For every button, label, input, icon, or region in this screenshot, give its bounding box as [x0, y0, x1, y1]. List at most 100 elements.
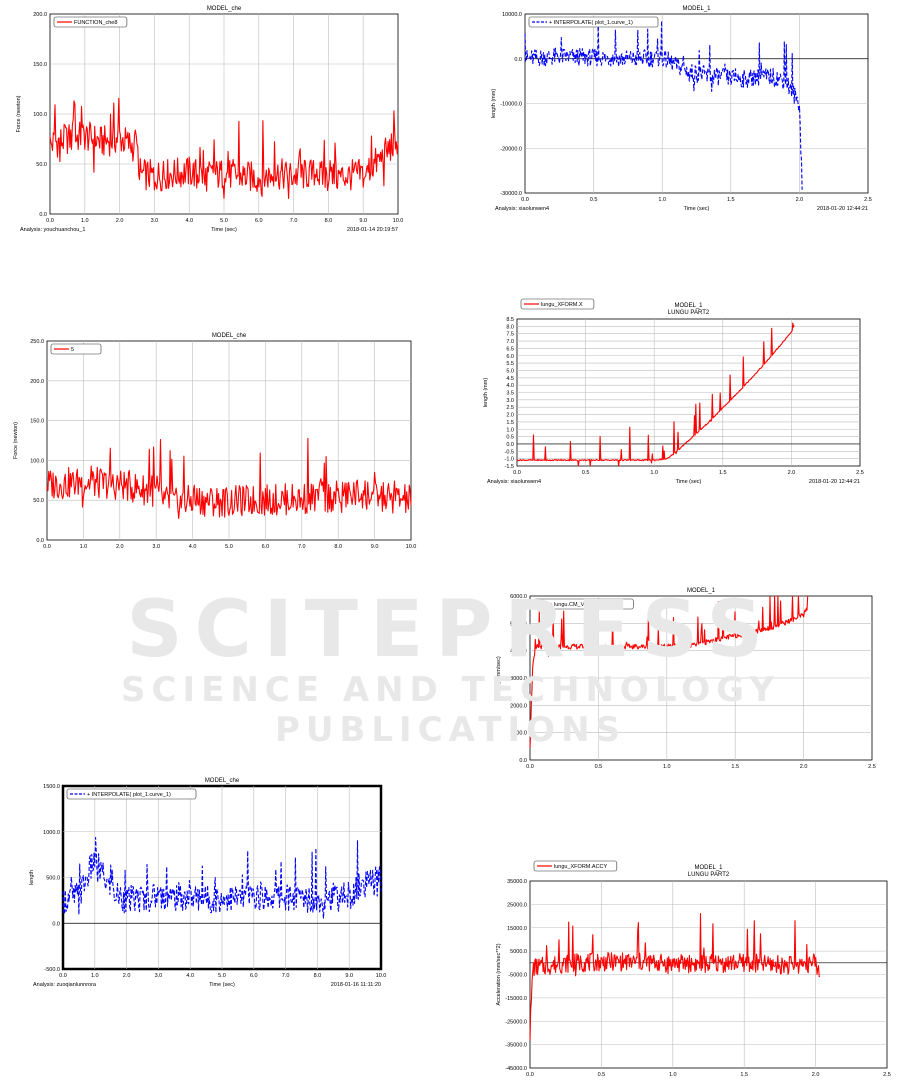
chart-c4: 0.0 0.5 1.0 1.5 2.0 2.5-1.5-1.0-0.50.00.51.01… — [483, 298, 864, 485]
x-tick-label: 0.0 — [46, 218, 54, 224]
x-tick-label: 0.0 — [526, 1072, 534, 1078]
legend-label: lungu_XFORM.X — [541, 302, 583, 308]
y-tick-label: 5.0 — [506, 368, 514, 374]
y-tick-label: 50.0 — [33, 498, 44, 504]
series-line — [62, 836, 382, 919]
x-tick-label: 1.5 — [740, 1072, 748, 1078]
x-tick-label: 2.0 — [123, 973, 131, 979]
x-tick-label: 2.0 — [788, 470, 796, 476]
x-tick-label: 0.5 — [598, 1072, 606, 1078]
x-tick-label: 3.0 — [155, 973, 163, 979]
x-tick-label: 5.0 — [225, 544, 233, 550]
y-tick-label: 2.5 — [506, 405, 514, 411]
legend-label: lungu_XFORM.ACCY — [554, 864, 608, 870]
chart-subtitle: LUNGU PART2 — [668, 310, 710, 316]
y-tick-label: 200.0 — [30, 379, 44, 385]
chart-title: MODEL_che — [205, 778, 240, 784]
chart-c2: 0.0 0.5 1.0 1.5 2.0 2.5 -30000.0 -20000.0 -10000… — [491, 6, 872, 212]
y-tick-label: 100.0 — [33, 112, 47, 118]
x-tick-label: 10.0 — [393, 218, 404, 224]
y-tick-label: 25000.0 — [507, 902, 527, 908]
x-tick-label: 5.0 — [218, 973, 226, 979]
x-tick-label: 8.0 — [314, 973, 322, 979]
x-tick-label: 0.0 — [59, 973, 67, 979]
y-tick-label: -10000.0 — [500, 102, 522, 108]
analysis-label: Analysis: xiaolunwen4 — [487, 479, 541, 485]
chart-title: MODEL_1 — [687, 588, 716, 594]
y-tick-label: 3000.0 — [510, 676, 527, 682]
y-tick-label: 50.0 — [36, 162, 47, 168]
x-tick-label: 0.0 — [526, 764, 534, 770]
y-axis-label: length — [29, 870, 35, 885]
y-tick-label: 3.0 — [506, 398, 514, 404]
legend-label: 5 — [71, 347, 74, 353]
x-axis-label: Time (sec) — [676, 479, 702, 485]
y-tick-label: -1.5 — [505, 464, 514, 470]
chart-title: MODEL_1 — [682, 6, 711, 12]
x-tick-label: 2.0 — [116, 544, 124, 550]
y-axis-label: Force (newton) — [13, 422, 19, 459]
x-tick-label: 9.0 — [359, 218, 367, 224]
y-tick-label: 8.0 — [506, 324, 514, 330]
y-tick-label: 5.5 — [506, 361, 514, 367]
legend-box — [53, 16, 128, 28]
y-tick-label: 1500.0 — [43, 784, 60, 790]
x-tick-label: 0.0 — [43, 544, 51, 550]
analysis-label: Analysis: zuoqianlunnrora — [33, 982, 97, 988]
timestamp-label: 2018-01-20 12:44:21 — [809, 479, 860, 485]
series-line — [529, 913, 821, 1041]
series-line — [529, 595, 809, 749]
x-tick-label: 2.5 — [883, 1072, 891, 1078]
x-tick-label: 2.5 — [856, 470, 864, 476]
x-tick-label: 2.0 — [800, 764, 808, 770]
y-tick-label: 1.0 — [506, 427, 514, 433]
y-tick-label: 35000.0 — [507, 879, 527, 885]
x-tick-label: 7.0 — [290, 218, 298, 224]
y-tick-label: -500.0 — [44, 967, 60, 973]
y-tick-label: -5000.0 — [508, 973, 527, 979]
legend-label: + INTERPOLATE( plot_1.curve_1) — [87, 792, 171, 798]
x-tick-label: 4.0 — [186, 973, 194, 979]
y-tick-label: 150.0 — [30, 419, 44, 425]
y-tick-label: 250.0 — [30, 339, 44, 345]
x-tick-label: 1.5 — [731, 764, 739, 770]
y-tick-label: 150.0 — [33, 62, 47, 68]
x-tick-label: 7.0 — [298, 544, 306, 550]
x-tick-label: 1.5 — [727, 197, 735, 203]
x-tick-label: 2.5 — [868, 764, 876, 770]
x-tick-label: 6.0 — [262, 544, 270, 550]
legend-label: FUNCTION_che8 — [74, 20, 117, 26]
x-tick-label: 0.5 — [590, 197, 598, 203]
chart-title: MODEL_1 — [674, 303, 703, 309]
series-line — [516, 322, 795, 467]
chart-c7: 0.0 0.5 1.0 1.5 2.0 2.5 -45000.0 -35000.0 -25000… — [496, 860, 891, 1078]
x-tick-label: 3.0 — [152, 544, 160, 550]
legend-box — [533, 598, 634, 610]
chart-c5: 0.0 0.5 1.0 1.5 2.0 2.5 0.0 1000.0 2000.0 3000.0 4… — [496, 588, 876, 770]
y-tick-label: 1000.0 — [510, 731, 527, 737]
y-tick-label: 5000.0 — [510, 621, 527, 627]
y-tick-label: -30000.0 — [500, 191, 522, 197]
chart-subtitle: LUNGU PART2 — [688, 872, 730, 878]
y-axis-label: Acceleration (mm/sec**2) — [496, 943, 502, 1005]
x-tick-label: 4.0 — [189, 544, 197, 550]
y-tick-label: 100.0 — [30, 458, 44, 464]
x-tick-label: 1.0 — [80, 544, 88, 550]
y-tick-label: -0.5 — [505, 449, 514, 455]
x-tick-label: 1.0 — [663, 764, 671, 770]
y-tick-label: 2.0 — [506, 413, 514, 419]
x-tick-label: 8.0 — [325, 218, 333, 224]
y-tick-label: 0.0 — [52, 921, 60, 927]
series-line — [49, 97, 399, 200]
y-tick-label: -20000.0 — [500, 146, 522, 152]
y-tick-label: 500.0 — [46, 876, 60, 882]
y-axis-label: length (mm) — [491, 89, 497, 119]
y-axis-label: Velocity (mm/sec) — [496, 656, 502, 700]
y-tick-label: 0.0 — [36, 538, 44, 544]
y-tick-label: 5000.0 — [510, 949, 527, 955]
x-tick-label: 1.0 — [658, 197, 666, 203]
y-tick-label: 15000.0 — [507, 926, 527, 932]
x-tick-label: 2.0 — [796, 197, 804, 203]
y-axis-label: Force (newton) — [16, 95, 22, 132]
